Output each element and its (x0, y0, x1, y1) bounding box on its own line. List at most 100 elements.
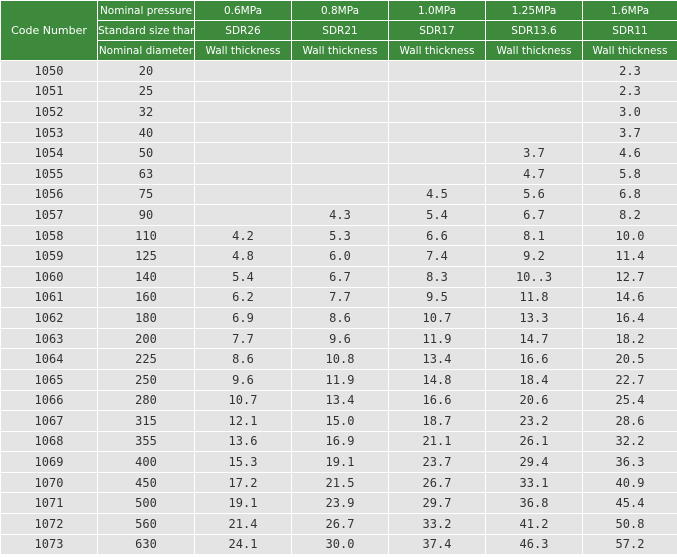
thickness-cell (194, 142, 292, 164)
data-row: 1067 315 12.1 15.0 18.7 23.2 28.6 (0, 410, 677, 432)
code-cell: 1070 (0, 471, 98, 494)
thickness-cell: 29.7 (388, 492, 486, 515)
thickness-cell: 20.6 (485, 389, 583, 412)
thickness-cell: 16.9 (291, 430, 389, 453)
thickness-cell: 19.1 (291, 451, 389, 473)
code-cell: 1059 (0, 245, 98, 267)
code-cell: 1071 (0, 492, 98, 515)
thickness-cell: 16.4 (582, 307, 677, 329)
thickness-cell: 6.7 (485, 204, 583, 226)
thickness-cell: 26.7 (291, 513, 389, 535)
code-cell: 1062 (0, 307, 98, 329)
thickness-cell: 50.8 (582, 513, 677, 535)
data-row: 1060 140 5.4 6.7 8.3 10..3 12.7 (0, 265, 677, 288)
thickness-cell: 14.8 (388, 368, 486, 391)
header-cell: Wall thickness (388, 40, 486, 61)
code-cell: 1051 (0, 80, 98, 103)
code-cell: 1056 (0, 183, 98, 206)
thickness-cell: 9.5 (388, 286, 486, 309)
thickness-cell: 28.6 (582, 410, 677, 432)
thickness-cell: 9.6 (194, 368, 292, 391)
data-row: 1059 125 4.8 6.0 7.4 9.2 11.4 (0, 245, 677, 267)
code-header: Code Number (0, 0, 98, 61)
thickness-cell: 13.4 (291, 389, 389, 412)
diameter-cell: 400 (97, 451, 195, 473)
header-cell: SDR26 (194, 20, 292, 41)
header-cell: 1.25MPa (485, 0, 583, 21)
row-label: Nominal pressure (97, 0, 195, 21)
thickness-cell: 26.1 (485, 430, 583, 453)
thickness-cell: 7.7 (291, 286, 389, 309)
diameter-cell: 20 (97, 60, 195, 82)
thickness-cell: 10.0 (582, 224, 677, 247)
data-row: 1056 75 4.5 5.6 6.8 (0, 183, 677, 206)
data-row: 1064 225 8.6 10.8 13.4 16.6 20.5 (0, 348, 677, 370)
thickness-cell: 19.1 (194, 492, 292, 515)
code-cell: 1055 (0, 162, 98, 185)
thickness-cell: 9.2 (485, 245, 583, 267)
thickness-cell: 45.4 (582, 492, 677, 515)
thickness-cell: 33.1 (485, 471, 583, 494)
data-row: 1054 50 3.7 4.6 (0, 142, 677, 164)
thickness-cell: 20.5 (582, 348, 677, 370)
data-row: 1062 180 6.9 8.6 10.7 13.3 16.4 (0, 307, 677, 329)
data-row: 1068 355 13.6 16.9 21.1 26.1 32.2 (0, 430, 677, 453)
row-label: Nominal diameter (97, 40, 195, 61)
thickness-cell: 4.5 (388, 183, 486, 206)
thickness-cell: 30.0 (291, 533, 389, 556)
thickness-cell (194, 80, 292, 103)
thickness-cell: 9.6 (291, 327, 389, 350)
code-cell: 1066 (0, 389, 98, 412)
data-row: 1072 560 21.4 26.7 33.2 41.2 50.8 (0, 513, 677, 535)
thickness-cell: 23.7 (388, 451, 486, 473)
thickness-cell: 40.9 (582, 471, 677, 494)
header-cell: 0.6MPa (194, 0, 292, 21)
code-cell: 1067 (0, 410, 98, 432)
diameter-cell: 75 (97, 183, 195, 206)
thickness-cell: 23.2 (485, 410, 583, 432)
data-row: 1053 40 3.7 (0, 121, 677, 144)
thickness-cell: 17.2 (194, 471, 292, 494)
thickness-cell: 11.8 (485, 286, 583, 309)
thickness-cell: 36.3 (582, 451, 677, 473)
data-row: 1055 63 4.7 5.8 (0, 162, 677, 185)
thickness-cell: 46.3 (485, 533, 583, 556)
code-cell: 1061 (0, 286, 98, 309)
table-header: Code Number Nominal pressure 0.6MPa 0.8MPa 1… (0, 0, 677, 61)
thickness-cell: 8.6 (194, 348, 292, 370)
thickness-cell: 10.7 (388, 307, 486, 329)
header-cell: Wall thickness (194, 40, 292, 61)
thickness-cell: 25.4 (582, 389, 677, 412)
thickness-cell: 5.6 (485, 183, 583, 206)
thickness-cell: 6.2 (194, 286, 292, 309)
diameter-cell: 110 (97, 224, 195, 247)
thickness-cell (291, 121, 389, 144)
thickness-cell: 2.3 (582, 60, 677, 82)
diameter-cell: 250 (97, 368, 195, 391)
header-cell: SDR17 (388, 20, 486, 41)
header-row: Code Number Nominal pressure 0.6MPa 0.8MPa 1… (0, 0, 677, 61)
thickness-cell (291, 183, 389, 206)
data-row: 1061 160 6.2 7.7 9.5 11.8 14.6 (0, 286, 677, 309)
thickness-cell: 14.7 (485, 327, 583, 350)
thickness-cell: 24.1 (194, 533, 292, 556)
thickness-cell (194, 183, 292, 206)
data-row: 1052 32 3.0 (0, 101, 677, 123)
thickness-cell: 29.4 (485, 451, 583, 473)
thickness-cell: 11.9 (291, 368, 389, 391)
thickness-cell: 6.7 (291, 265, 389, 288)
code-cell: 1063 (0, 327, 98, 350)
header-cell: SDR21 (291, 20, 389, 41)
thickness-cell: 11.9 (388, 327, 486, 350)
header-cell: Wall thickness (291, 40, 389, 61)
thickness-cell: 13.4 (388, 348, 486, 370)
diameter-cell: 40 (97, 121, 195, 144)
thickness-cell: 22.7 (582, 368, 677, 391)
diameter-cell: 50 (97, 142, 195, 164)
thickness-cell: 15.3 (194, 451, 292, 473)
diameter-cell: 560 (97, 513, 195, 535)
thickness-cell: 4.6 (582, 142, 677, 164)
thickness-cell: 8.1 (485, 224, 583, 247)
